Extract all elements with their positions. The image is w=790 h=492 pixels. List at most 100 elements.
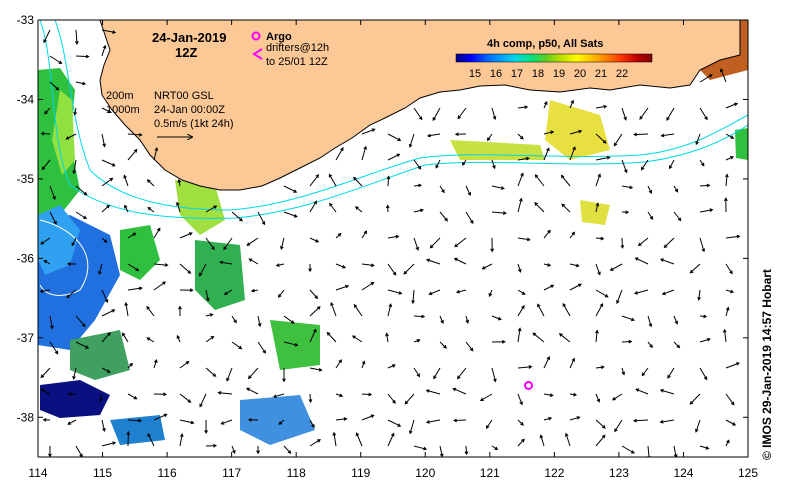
current-arrow (335, 263, 347, 269)
current-arrow (246, 237, 259, 246)
current-arrow (335, 417, 348, 421)
current-arrow (413, 237, 420, 251)
current-arrow (647, 185, 653, 195)
drifter-legend-label: drifters@12h (266, 42, 329, 54)
current-arrow (66, 289, 77, 299)
current-arrow (361, 263, 375, 268)
current-arrow (205, 367, 217, 377)
current-arrow (614, 419, 623, 433)
current-arrow (177, 178, 182, 187)
current-arrow (517, 327, 522, 343)
current-arrow (464, 445, 469, 456)
current-arrow (335, 232, 342, 239)
current-arrow (43, 259, 51, 265)
current-arrow (49, 315, 54, 330)
current-arrow (205, 289, 210, 302)
current-arrow (178, 305, 182, 317)
current-arrow (595, 289, 609, 298)
y-tick-label: -33 (17, 13, 35, 27)
current-arrow (699, 367, 708, 381)
current-arrow (44, 107, 51, 115)
contour-1000m (39, 20, 748, 219)
current-arrow (426, 258, 441, 265)
current-arrow (411, 289, 415, 305)
current-arrow (539, 434, 545, 447)
current-arrow (121, 332, 129, 343)
current-arrow (491, 315, 502, 321)
current-arrow (72, 159, 77, 175)
current-arrow (456, 367, 467, 380)
current-arrow (101, 29, 117, 34)
current-arrow (127, 418, 143, 423)
current-arrow (153, 263, 169, 267)
current-arrow (488, 289, 493, 298)
current-arrow (73, 107, 77, 116)
current-vectors (39, 29, 741, 457)
current-arrow (425, 389, 441, 395)
current-arrow (595, 329, 599, 343)
current-arrow (647, 341, 653, 349)
current-arrow (309, 237, 320, 243)
current-arrow (699, 107, 708, 121)
current-arrow (283, 185, 298, 193)
current-arrow (101, 367, 111, 373)
current-arrow (226, 367, 233, 382)
current-arrow (387, 153, 401, 161)
current-arrow (725, 289, 735, 294)
current-arrow (569, 357, 575, 369)
current-arrow (309, 328, 317, 343)
current-arrow (278, 419, 285, 425)
current-arrow (465, 315, 470, 324)
current-arrow (179, 288, 194, 293)
current-arrow (124, 301, 129, 317)
current-arrow (725, 173, 729, 187)
current-arrow (101, 107, 112, 113)
x-tick-label: 114 (28, 466, 47, 480)
current-arrow (219, 260, 233, 265)
current-arrow (564, 432, 571, 447)
current-arrow (49, 81, 60, 91)
current-arrow (659, 389, 675, 395)
y-tick-label: -36 (17, 251, 35, 265)
current-arrow (699, 159, 705, 167)
current-arrow (660, 133, 675, 138)
current-arrow (220, 419, 233, 425)
current-arrow (40, 131, 51, 136)
drifter-legend-icon (252, 48, 263, 60)
current-arrow (413, 208, 425, 213)
current-arrow (647, 211, 654, 220)
current-arrow (223, 289, 233, 295)
sst-patch-mid-green (195, 240, 245, 310)
current-arrow (635, 388, 649, 395)
current-arrow (486, 133, 493, 142)
current-arrow (517, 419, 524, 426)
current-arrow (205, 237, 215, 251)
current-arrow (725, 234, 741, 239)
x-tick-label: 116 (158, 466, 177, 480)
current-arrow (386, 175, 391, 187)
current-arrow (455, 289, 467, 294)
current-arrow (454, 132, 467, 137)
current-arrow (673, 445, 678, 457)
current-arrow (666, 107, 675, 122)
current-arrow (179, 433, 184, 447)
current-arrow (543, 416, 553, 421)
argo-float-marker (524, 380, 534, 390)
current-arrow (153, 359, 158, 369)
current-arrow (517, 197, 523, 213)
current-arrow (485, 419, 493, 429)
current-arrow (326, 331, 337, 343)
current-arrow (725, 419, 737, 426)
current-arrow (71, 237, 77, 247)
current-arrow (621, 210, 630, 215)
current-arrow (699, 74, 713, 83)
current-arrow (176, 201, 181, 213)
current-arrow (722, 328, 727, 343)
current-arrow (465, 211, 474, 225)
x-tick-label: 124 (673, 466, 693, 480)
current-arrow (632, 418, 649, 423)
current-arrow (387, 263, 397, 276)
current-arrow (153, 281, 167, 291)
current-arrow (49, 185, 56, 200)
current-arrow (439, 445, 444, 457)
